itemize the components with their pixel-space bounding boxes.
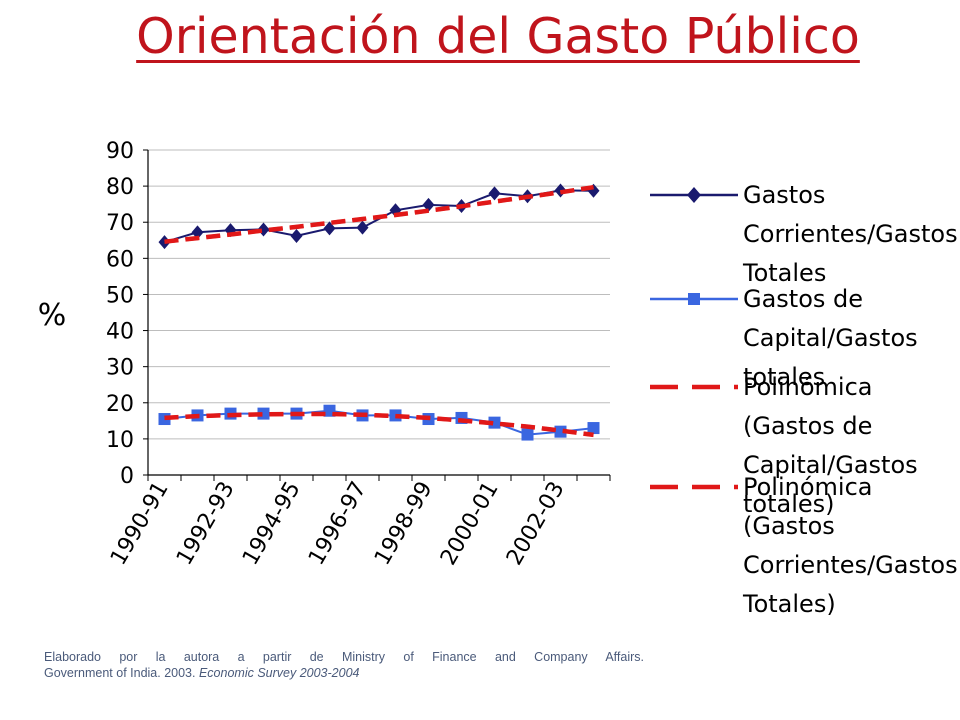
y-axis-label: % [38, 298, 67, 333]
footnote-line-1: Elaborado por la autora a partir de Mini… [44, 650, 644, 664]
y-tick-label: 0 [120, 464, 134, 489]
y-tick-label: 30 [106, 356, 134, 381]
y-tick-label: 90 [106, 139, 134, 164]
chart-title: Orientación del Gasto Público [136, 8, 860, 65]
y-tick-label: 10 [106, 428, 134, 453]
legend-label: Capital/Gastos [743, 451, 918, 479]
data-point-square [488, 416, 501, 429]
x-tick-label: 2002-03 [502, 478, 570, 570]
data-point-square [554, 425, 567, 438]
legend-label: (Gastos de [743, 412, 872, 440]
x-tick-label: 1992-93 [172, 478, 240, 570]
legend-label: Gastos de [743, 285, 863, 313]
legend-label: Totales [742, 259, 826, 287]
legend-label: Gastos [743, 181, 825, 209]
legend-label: Totales) [742, 590, 836, 618]
legend-label: Corrientes/Gastos [743, 220, 958, 248]
data-point-square [521, 428, 534, 441]
data-point-diamond [422, 197, 435, 212]
y-tick-label: 60 [106, 247, 134, 272]
data-point-diamond [323, 221, 336, 236]
y-tick-label: 40 [106, 320, 134, 345]
y-tick-label: 80 [106, 175, 134, 200]
y-tick-label: 50 [106, 283, 134, 308]
legend-label: Capital/Gastos [743, 324, 918, 352]
trendline-overlay-2 [164, 412, 594, 437]
data-point-diamond [290, 228, 303, 243]
y-tick-label: 20 [106, 392, 134, 417]
legend-label: (Gastos [743, 512, 835, 540]
x-tick-label: 1994-95 [238, 478, 306, 570]
data-point-diamond [356, 220, 369, 235]
trendline-overlay-3 [164, 185, 594, 244]
data-point-diamond [488, 186, 501, 201]
legend-label: Polinómica [743, 473, 872, 501]
legend-label: totales [743, 363, 825, 391]
legend-label: totales) [743, 490, 835, 518]
source-footnote: Elaborado por la autora a partir de Mini… [44, 649, 644, 681]
x-tick-label: 1990-91 [106, 478, 174, 570]
data-point-square [587, 422, 600, 435]
legend-square-marker [688, 293, 700, 305]
x-tick-label: 1996-97 [304, 478, 372, 570]
legend-label: Corrientes/Gastos [743, 551, 958, 579]
data-point-diamond [191, 225, 204, 240]
y-tick-label: 70 [106, 211, 134, 236]
footnote-line-2: Government of India. 2003. [44, 666, 199, 680]
footnote-italic: Economic Survey 2003-2004 [198, 666, 360, 680]
x-tick-label: 1998-99 [370, 478, 438, 570]
data-point-diamond [158, 235, 171, 250]
x-tick-label: 2000-01 [436, 478, 504, 570]
legend-diamond-marker [687, 187, 701, 203]
legend-label: Polinómica [743, 373, 872, 401]
